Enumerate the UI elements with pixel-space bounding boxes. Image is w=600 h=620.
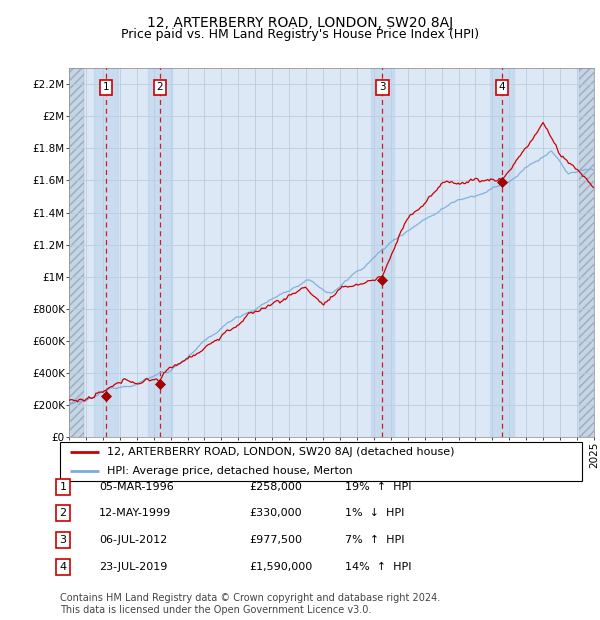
Text: 23-JUL-2019: 23-JUL-2019: [99, 562, 167, 572]
Text: 4: 4: [59, 562, 67, 572]
Bar: [148, 68, 172, 437]
Text: 12, ARTERBERRY ROAD, LONDON, SW20 8AJ (detached house): 12, ARTERBERRY ROAD, LONDON, SW20 8AJ (d…: [107, 446, 454, 457]
Text: HPI: Average price, detached house, Merton: HPI: Average price, detached house, Mert…: [107, 466, 353, 476]
Text: 4: 4: [499, 82, 505, 92]
Text: 2: 2: [59, 508, 67, 518]
Text: £258,000: £258,000: [249, 482, 302, 492]
Text: £330,000: £330,000: [249, 508, 302, 518]
Text: 2: 2: [157, 82, 163, 92]
Bar: [94, 68, 118, 437]
Text: 7%  ↑  HPI: 7% ↑ HPI: [345, 535, 404, 545]
Text: 12, ARTERBERRY ROAD, LONDON, SW20 8AJ: 12, ARTERBERRY ROAD, LONDON, SW20 8AJ: [147, 16, 453, 30]
Text: Price paid vs. HM Land Registry's House Price Index (HPI): Price paid vs. HM Land Registry's House …: [121, 28, 479, 41]
Text: 19%  ↑  HPI: 19% ↑ HPI: [345, 482, 412, 492]
Bar: [579, 68, 600, 437]
Text: 1: 1: [59, 482, 67, 492]
Bar: [371, 68, 394, 437]
Text: 3: 3: [59, 535, 67, 545]
Text: £977,500: £977,500: [249, 535, 302, 545]
Text: 3: 3: [379, 82, 386, 92]
Text: £1,590,000: £1,590,000: [249, 562, 312, 572]
Text: 06-JUL-2012: 06-JUL-2012: [99, 535, 167, 545]
Text: 1: 1: [103, 82, 109, 92]
Text: Contains HM Land Registry data © Crown copyright and database right 2024.
This d: Contains HM Land Registry data © Crown c…: [60, 593, 440, 615]
Text: 1%  ↓  HPI: 1% ↓ HPI: [345, 508, 404, 518]
Bar: [490, 68, 514, 437]
Bar: [69, 68, 84, 437]
FancyBboxPatch shape: [60, 442, 582, 481]
Text: 12-MAY-1999: 12-MAY-1999: [99, 508, 171, 518]
Text: 05-MAR-1996: 05-MAR-1996: [99, 482, 174, 492]
Text: 14%  ↑  HPI: 14% ↑ HPI: [345, 562, 412, 572]
